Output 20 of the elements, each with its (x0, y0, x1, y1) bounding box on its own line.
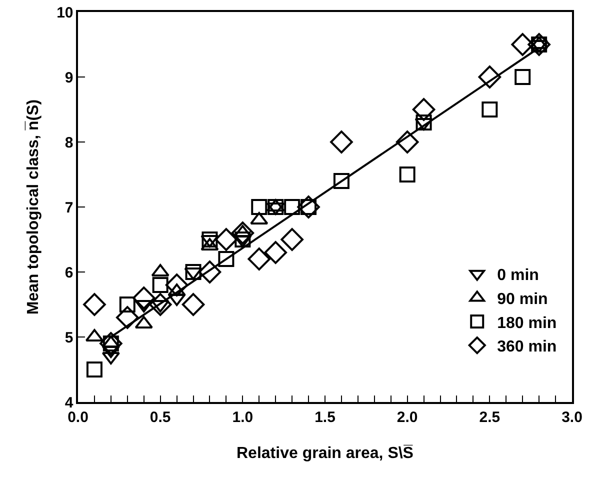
legend-label: 90 min (497, 290, 548, 308)
x-tick-label: 0.5 (150, 408, 171, 426)
y-tick-label: 5 (64, 329, 74, 346)
x-tick-label: 1.0 (232, 408, 254, 426)
y-tick-label: 7 (64, 199, 74, 216)
y-axis-title: Mean topological class, n̅(S) (24, 99, 42, 315)
y-tick-label: 10 (56, 4, 74, 22)
y-tick-label: 4 (64, 394, 74, 412)
x-tick-label: 1.5 (314, 408, 336, 426)
legend-label: 180 min (497, 314, 557, 332)
legend-label: 0 min (497, 267, 539, 284)
x-tick-label: 0.0 (68, 408, 88, 426)
x-tick-label: 2.0 (396, 408, 418, 426)
y-tick-label: 8 (64, 134, 74, 152)
x-tick-label: 2.5 (479, 408, 500, 426)
y-tick-label: 9 (64, 69, 74, 86)
x-axis-title: Relative grain area, S\S̅ (236, 444, 414, 462)
x-tick-label: 3.0 (562, 408, 582, 426)
y-tick-label: 6 (64, 264, 74, 282)
legend-label: 360 min (497, 338, 557, 356)
